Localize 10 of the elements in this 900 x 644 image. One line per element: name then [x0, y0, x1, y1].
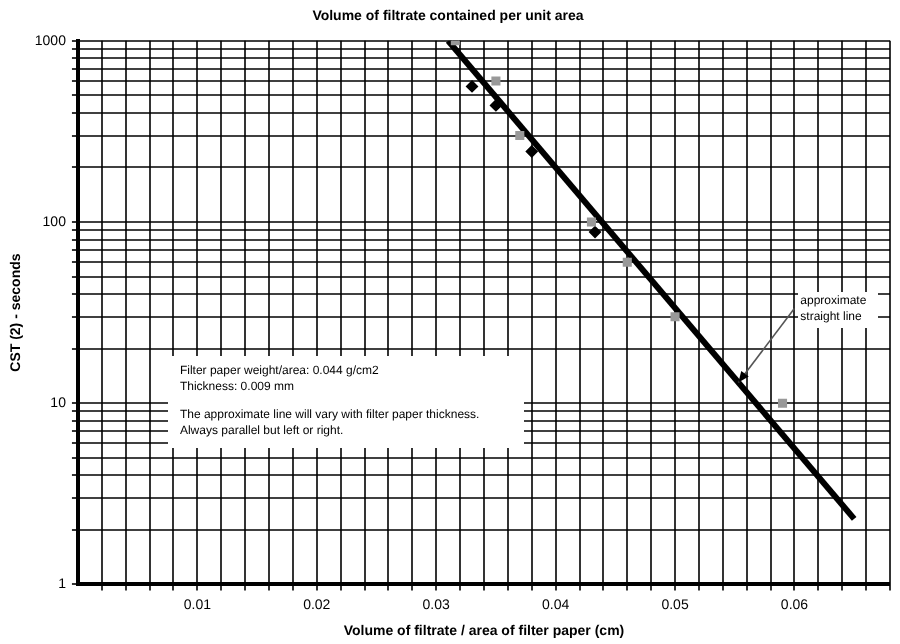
- point: [466, 80, 479, 93]
- point: [622, 257, 632, 267]
- point: [777, 398, 788, 408]
- point: [525, 145, 538, 158]
- point: [515, 131, 525, 141]
- point: [589, 226, 602, 239]
- point: [491, 76, 501, 86]
- point: [489, 99, 502, 112]
- point: [586, 217, 596, 227]
- point: [670, 312, 680, 322]
